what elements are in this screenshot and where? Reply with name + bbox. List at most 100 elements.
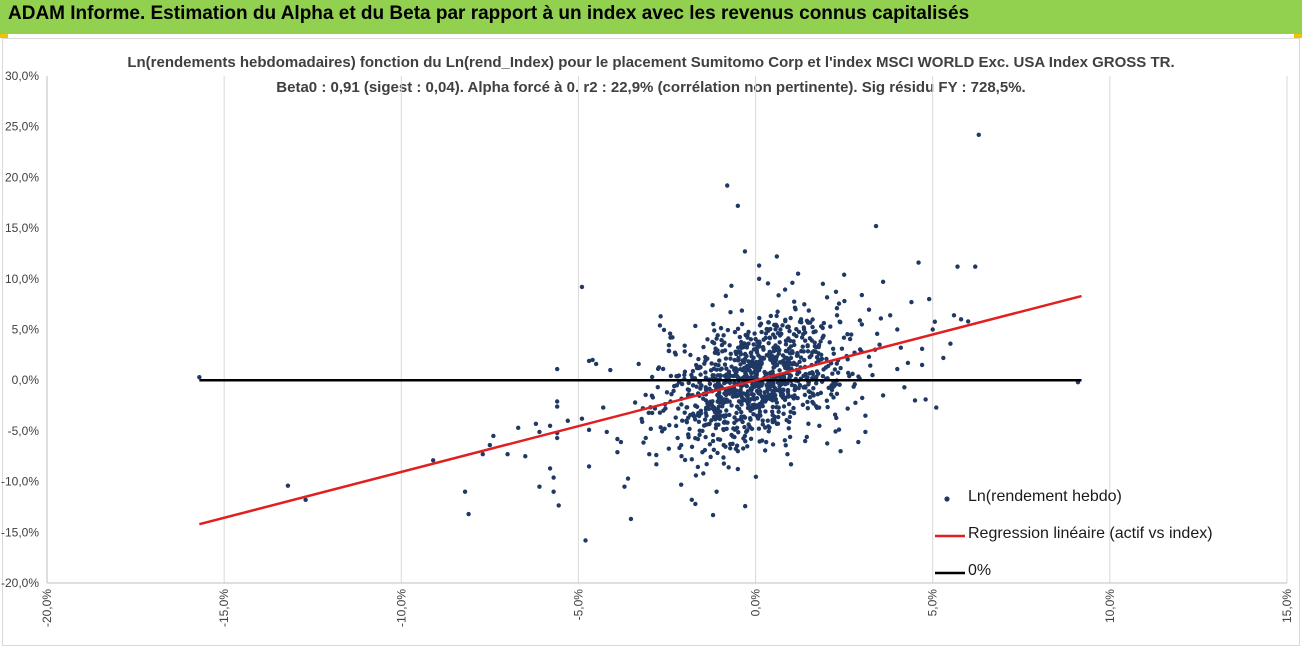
data-point xyxy=(898,345,904,350)
data-point xyxy=(703,410,708,416)
data-point xyxy=(708,454,713,460)
data-point xyxy=(820,281,826,287)
data-point xyxy=(745,401,751,407)
data-point xyxy=(788,315,793,321)
legend-label-scatter: Ln(rendement hebdo) xyxy=(968,488,1122,505)
data-point xyxy=(895,366,900,372)
data-point xyxy=(783,443,788,448)
data-point xyxy=(909,299,914,305)
data-point xyxy=(721,461,727,466)
data-point xyxy=(791,299,797,304)
data-point xyxy=(756,276,762,281)
data-point xyxy=(845,331,850,337)
data-point xyxy=(782,287,788,292)
data-point xyxy=(835,370,841,375)
data-point xyxy=(680,418,685,423)
data-point xyxy=(692,417,698,422)
data-point xyxy=(821,320,827,326)
data-point xyxy=(973,264,978,269)
data-point xyxy=(807,354,812,360)
data-point xyxy=(716,363,721,368)
data-point xyxy=(733,389,738,395)
data-point xyxy=(814,381,819,386)
data-point xyxy=(724,366,729,371)
data-point xyxy=(684,405,690,410)
data-point xyxy=(803,385,808,390)
data-point xyxy=(777,340,782,345)
data-point xyxy=(839,346,845,351)
data-point xyxy=(748,350,754,356)
data-point xyxy=(774,346,779,351)
data-point xyxy=(724,408,729,413)
data-point xyxy=(805,343,810,348)
data-point xyxy=(688,352,693,358)
data-point xyxy=(727,343,732,348)
data-point xyxy=(824,356,829,362)
corner-marker-left xyxy=(0,34,8,38)
data-point xyxy=(748,386,754,391)
data-point xyxy=(742,352,748,357)
data-point xyxy=(708,368,714,373)
data-point xyxy=(783,317,788,322)
data-point xyxy=(673,352,678,357)
regression-line xyxy=(199,294,1082,526)
data-point xyxy=(693,323,698,329)
data-point xyxy=(788,462,794,467)
data-point xyxy=(732,329,738,335)
data-point xyxy=(673,415,678,420)
data-point xyxy=(775,331,781,336)
data-point xyxy=(863,413,868,418)
data-point xyxy=(719,337,724,343)
data-point xyxy=(768,313,774,319)
data-point xyxy=(766,429,771,434)
data-point xyxy=(678,482,684,487)
data-point xyxy=(782,438,788,443)
data-point xyxy=(728,351,733,357)
data-point xyxy=(932,319,938,324)
data-point xyxy=(778,327,783,332)
data-point xyxy=(748,436,754,441)
data-point xyxy=(715,381,721,386)
data-point xyxy=(815,391,820,397)
data-point xyxy=(654,462,659,467)
data-point xyxy=(941,355,946,361)
data-point xyxy=(810,317,815,322)
data-point xyxy=(700,449,705,455)
data-point xyxy=(775,414,781,420)
data-point xyxy=(807,395,813,400)
data-point xyxy=(767,354,772,359)
data-point xyxy=(709,361,714,366)
data-point xyxy=(554,399,560,404)
data-point xyxy=(722,362,728,367)
data-point xyxy=(757,315,762,321)
data-point xyxy=(888,313,893,318)
data-point xyxy=(802,392,808,398)
data-point xyxy=(905,360,911,366)
data-point xyxy=(806,308,811,313)
data-point xyxy=(958,317,964,322)
data-point xyxy=(590,357,595,363)
data-point xyxy=(847,373,852,379)
data-point xyxy=(690,411,696,416)
data-point xyxy=(753,336,758,342)
data-point xyxy=(752,331,757,336)
data-point xyxy=(802,330,808,335)
data-point xyxy=(703,434,708,440)
data-point xyxy=(682,343,687,348)
data-point xyxy=(795,271,801,276)
data-point xyxy=(798,355,804,360)
data-point xyxy=(788,409,793,415)
y-tick-label: -10,0% xyxy=(1,475,39,489)
data-point xyxy=(604,429,609,435)
x-tick-label: -5,0% xyxy=(571,589,585,621)
data-point xyxy=(767,425,772,430)
data-point xyxy=(690,383,696,388)
data-point xyxy=(480,452,485,457)
data-point xyxy=(487,442,493,448)
data-point xyxy=(586,358,592,364)
data-point xyxy=(586,427,592,433)
data-point xyxy=(779,391,784,396)
data-point xyxy=(647,452,652,457)
data-point xyxy=(551,489,556,494)
data-point xyxy=(705,356,710,361)
